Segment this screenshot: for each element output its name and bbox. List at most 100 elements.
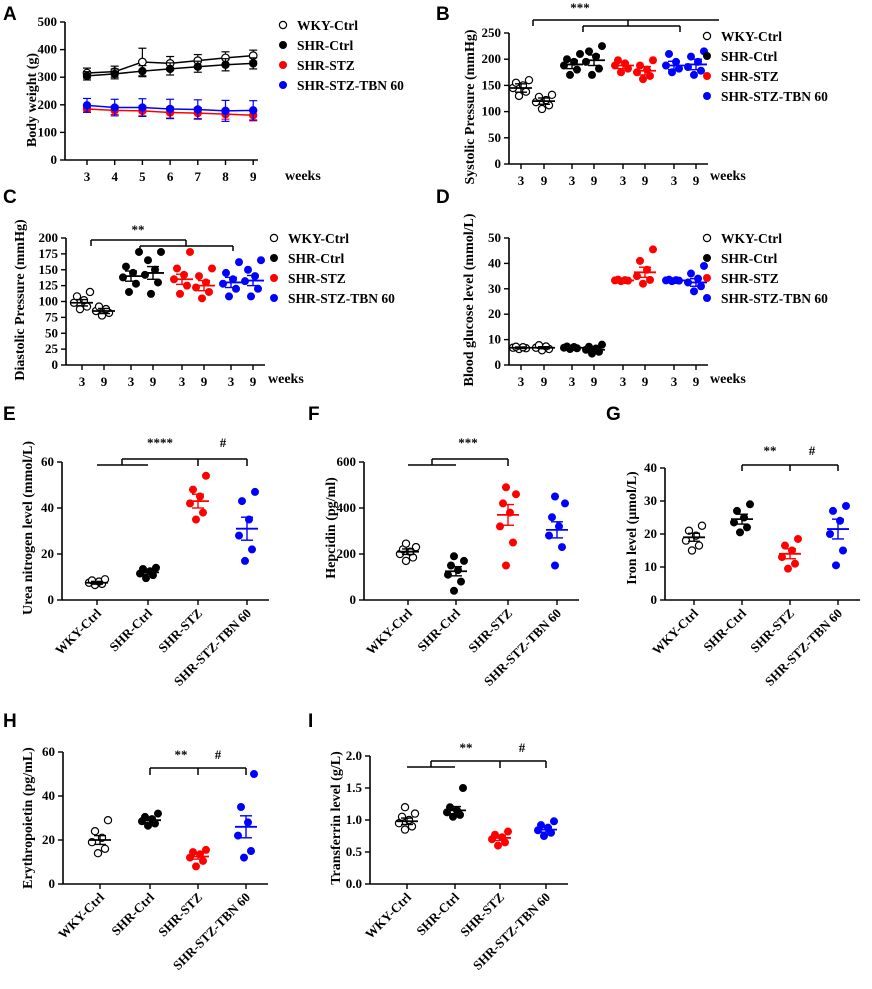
panel-e-data-point — [247, 545, 256, 554]
panel-b-data-point — [585, 47, 594, 56]
panel-g-data-point — [743, 523, 752, 532]
panel-c-ytick-label: 125 — [39, 278, 59, 293]
panel-d-xlabel: weeks — [710, 372, 746, 387]
panel-b-data-point — [566, 70, 575, 79]
panel-f-data-point — [545, 531, 554, 540]
panel-a-legend-label-1: WKY-Ctrl — [297, 18, 358, 33]
panel-c-xtick-label: 9 — [150, 374, 157, 389]
panel-c-xtick-label: 3 — [128, 374, 135, 389]
panel-label-e: E — [3, 404, 16, 425]
panel-g-data-point — [826, 530, 835, 539]
panel-g-data-point — [746, 500, 755, 509]
panel-c-data-point — [194, 272, 203, 281]
panel-b-xlabel: weeks — [710, 169, 746, 184]
panel-e-data-point — [237, 497, 246, 506]
panel-b-data-point — [649, 56, 658, 65]
panel-d-data-point — [598, 340, 607, 349]
panel-c-xtick-label: 3 — [179, 374, 186, 389]
panel-b-data-point — [547, 90, 557, 100]
panel-b-ytick-label: 50 — [488, 130, 501, 145]
panel-d: D Blood glucose level (mmol/L) weeks — [436, 187, 746, 387]
panel-e-data-point — [151, 563, 160, 572]
panel-i-data-point — [540, 832, 549, 841]
panel-d-legend-label-2: SHR-Ctrl — [721, 251, 777, 266]
panel-label-a: A — [3, 4, 17, 25]
panel-f-data-point — [501, 483, 510, 492]
panel-g-ytick-label: 20 — [644, 526, 657, 541]
panel-h: H Erythropoietin (pg/mL) ** # — [3, 711, 222, 889]
panel-i-data-point — [400, 825, 410, 834]
panel-h-xtick-label: WKY-Ctrl — [55, 889, 107, 941]
panel-a-data-point — [138, 66, 147, 76]
panel-g-data-point — [842, 501, 851, 510]
panel-c-xtick-label: 3 — [228, 374, 235, 389]
panel-f-ylabel: Hepcidin (pg/ml) — [324, 477, 339, 579]
panel-b-data-point — [636, 61, 645, 70]
panel-b-data-point — [573, 65, 582, 74]
panel-g-data-point — [784, 564, 793, 573]
panel-c-ytick-label: 200 — [39, 230, 59, 245]
panel-f-data-point — [411, 542, 421, 552]
panel-d-legend-marker-1 — [702, 233, 712, 243]
panel-i-xtick-label: WKY-Ctrl — [362, 889, 414, 941]
panel-g-data-point — [694, 541, 704, 550]
panel-label-g: G — [606, 404, 621, 425]
panel-h-sig1: ** — [175, 747, 188, 762]
panel-h-data-point — [246, 847, 255, 856]
panel-g-ytick-label: 10 — [644, 559, 657, 574]
panel-a-ylabel: Body weight (g) — [25, 53, 40, 147]
panel-b-data-point — [687, 52, 696, 61]
panel-g-data-point — [697, 521, 707, 530]
panel-i-data-point — [503, 827, 512, 836]
panel-a-data-point — [138, 103, 147, 112]
panel-b-ytick-label: 0 — [495, 156, 502, 171]
panel-label-h: H — [3, 711, 17, 732]
panel-c-data-point — [207, 264, 216, 273]
panel-f-data-point — [501, 561, 510, 570]
panel-a-legend-marker-4 — [278, 81, 287, 90]
panel-label-c: C — [3, 187, 17, 208]
panel-f-xtick-label: SHR-STZ — [465, 605, 515, 655]
panel-h-xtick-label: SHR-Ctrl — [108, 889, 157, 938]
panel-e-xtick-label: SHR-Ctrl — [106, 605, 155, 654]
panel-h-data-point — [191, 862, 200, 871]
panel-a-data-point — [221, 60, 230, 69]
panel-a-data-point — [165, 64, 175, 74]
panel-h-data-point — [198, 856, 207, 865]
panel-c-xtick-label: 9 — [201, 374, 208, 389]
panel-g: G Iron level (μmol/L) ** # — [606, 404, 816, 585]
panel-d-data-point — [633, 272, 642, 281]
panel-b-legend-label-1: WKY-Ctrl — [721, 29, 782, 44]
panel-b-data-point — [524, 75, 534, 85]
panel-a-legend-label-4: SHR-STZ-TBN 60 — [297, 78, 404, 93]
panel-e-ylabel: Urea nitrogen level (mmol/L) — [21, 441, 36, 615]
panel-e-data-point — [191, 515, 200, 524]
panel-b-data-point — [646, 71, 655, 80]
panel-c-data-point — [221, 268, 230, 277]
panel-d-legend-marker-4 — [703, 293, 712, 302]
panel-f-ytick-label: 200 — [337, 546, 357, 561]
panel-d-data-point — [687, 269, 696, 278]
panel-c-data-point — [143, 256, 152, 265]
panel-b: B Systolic Pressure (mmHg) weeks *** — [436, 0, 746, 185]
panel-h-ytick-label: 20 — [42, 832, 55, 847]
panel-c-ytick-label: 50 — [45, 325, 58, 340]
panel-g-sig2: # — [809, 443, 816, 458]
panel-f-data-point — [548, 513, 557, 522]
panel-d-legend-label-1: WKY-Ctrl — [721, 231, 782, 246]
panel-b-data-point — [598, 42, 607, 51]
panel-h-data-point — [90, 827, 100, 836]
panel-a-data-point — [82, 101, 92, 110]
panel-a-data-point — [193, 105, 202, 114]
panel-c-ylabel: Diastolic Pressure (mmHg) — [13, 219, 28, 381]
panel-a-ytick-label: 300 — [38, 69, 58, 84]
panel-f-ytick-label: 0 — [350, 592, 357, 607]
panel-b-data-point — [617, 68, 626, 77]
panel-f-data-point — [551, 492, 560, 501]
panel-c-data-point — [156, 247, 165, 256]
panel-i-data-point — [397, 812, 407, 822]
panel-g-data-point — [829, 506, 838, 515]
panel-i-data-point — [410, 809, 420, 818]
panel-b-data-point — [668, 68, 677, 77]
panel-h-data-point — [233, 831, 242, 840]
